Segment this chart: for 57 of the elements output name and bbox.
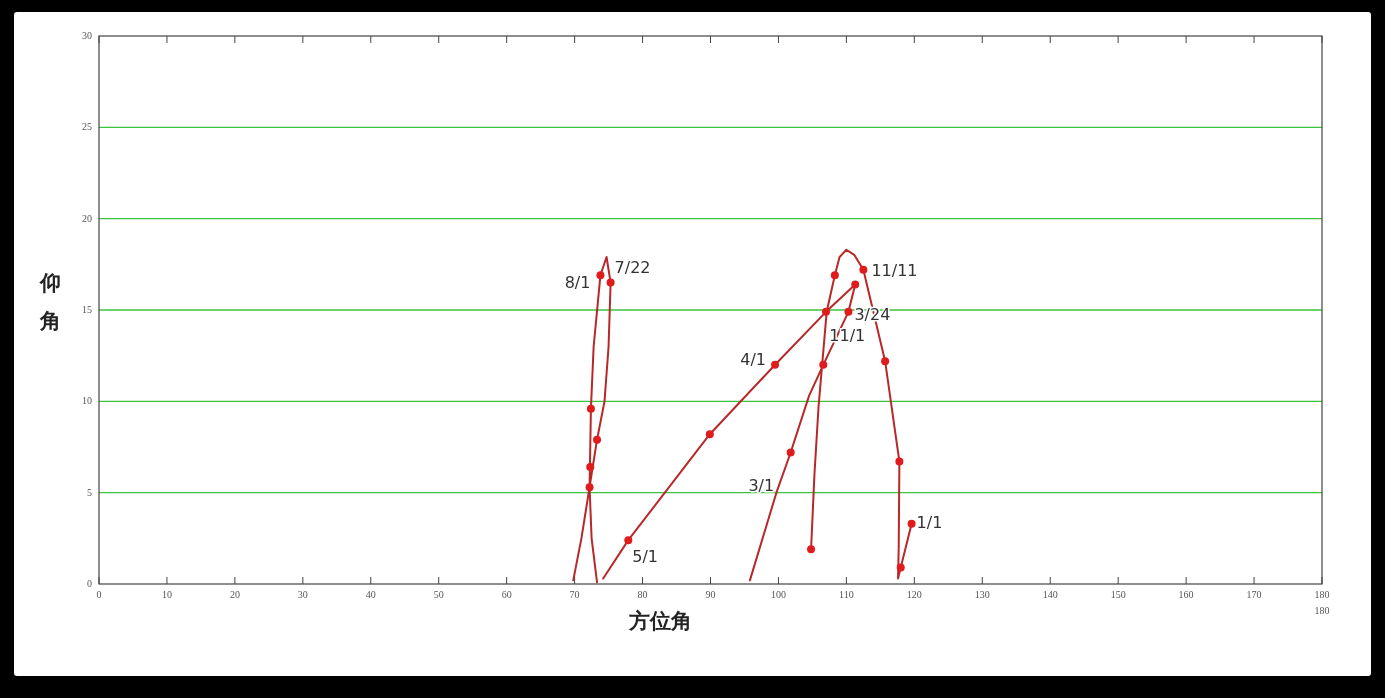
- point: [705, 430, 714, 439]
- x-axis-title: 方位角: [628, 609, 692, 633]
- point: [819, 360, 828, 369]
- point: [624, 536, 633, 545]
- point: [859, 265, 868, 274]
- annotation: 5/1: [632, 547, 659, 567]
- x-tick-label: 60: [501, 589, 512, 600]
- point: [881, 357, 890, 366]
- point: [586, 404, 595, 413]
- x-tick-label: 100: [770, 589, 786, 600]
- y-tick-label: 30: [82, 30, 92, 41]
- point: [596, 271, 605, 280]
- point: [895, 457, 904, 466]
- point: [896, 563, 905, 572]
- x-tick-label: 80: [637, 589, 648, 600]
- point: [585, 483, 594, 492]
- x-tick-label: 50: [433, 589, 444, 600]
- x-tick-label: 70: [569, 589, 580, 600]
- annotation: 4/1: [740, 349, 767, 369]
- text: 180: [1314, 605, 1330, 616]
- x-tick-label: 160: [1178, 589, 1194, 600]
- x-tick-label: 170: [1246, 589, 1262, 600]
- annotation: 8/1: [564, 273, 591, 293]
- annotation: 7/22: [614, 257, 651, 277]
- x-tick-label: 130: [974, 589, 990, 600]
- point: [593, 435, 602, 444]
- x-tick-label: 90: [705, 589, 716, 600]
- x-tick-label: 0: [96, 589, 102, 600]
- point: [851, 280, 860, 289]
- point: [807, 545, 816, 554]
- point: [844, 307, 853, 316]
- x-tick-label: 120: [906, 589, 922, 600]
- annotation: 11/11: [871, 260, 918, 280]
- point: [822, 307, 831, 316]
- x-tick-label: 30: [297, 589, 308, 600]
- y-tick-label: 20: [82, 212, 92, 224]
- x-tick-label: 40: [365, 589, 376, 600]
- point: [786, 448, 795, 457]
- x-tick-label: 150: [1110, 589, 1126, 600]
- y-tick-label: 5: [87, 486, 92, 498]
- y-tick-label: 25: [82, 121, 92, 133]
- x-tick-label: 110: [839, 589, 854, 600]
- y-tick-label: 15: [82, 304, 92, 315]
- annotation: 1/1: [916, 512, 943, 532]
- x-tick-label: 180: [1314, 589, 1330, 600]
- point: [606, 278, 615, 287]
- y-axis-title: 仰角: [38, 271, 61, 333]
- point: [830, 271, 839, 280]
- x-tick-label: 10: [161, 589, 172, 600]
- y-tick-label: 10: [82, 395, 92, 407]
- y-tick-label: 0: [87, 578, 92, 589]
- x-tick-label: 20: [229, 589, 240, 600]
- point: [586, 463, 595, 472]
- x-tick-label: 140: [1042, 589, 1058, 600]
- point: [907, 519, 916, 528]
- annotation: 3/1: [748, 475, 775, 495]
- point: [771, 360, 780, 369]
